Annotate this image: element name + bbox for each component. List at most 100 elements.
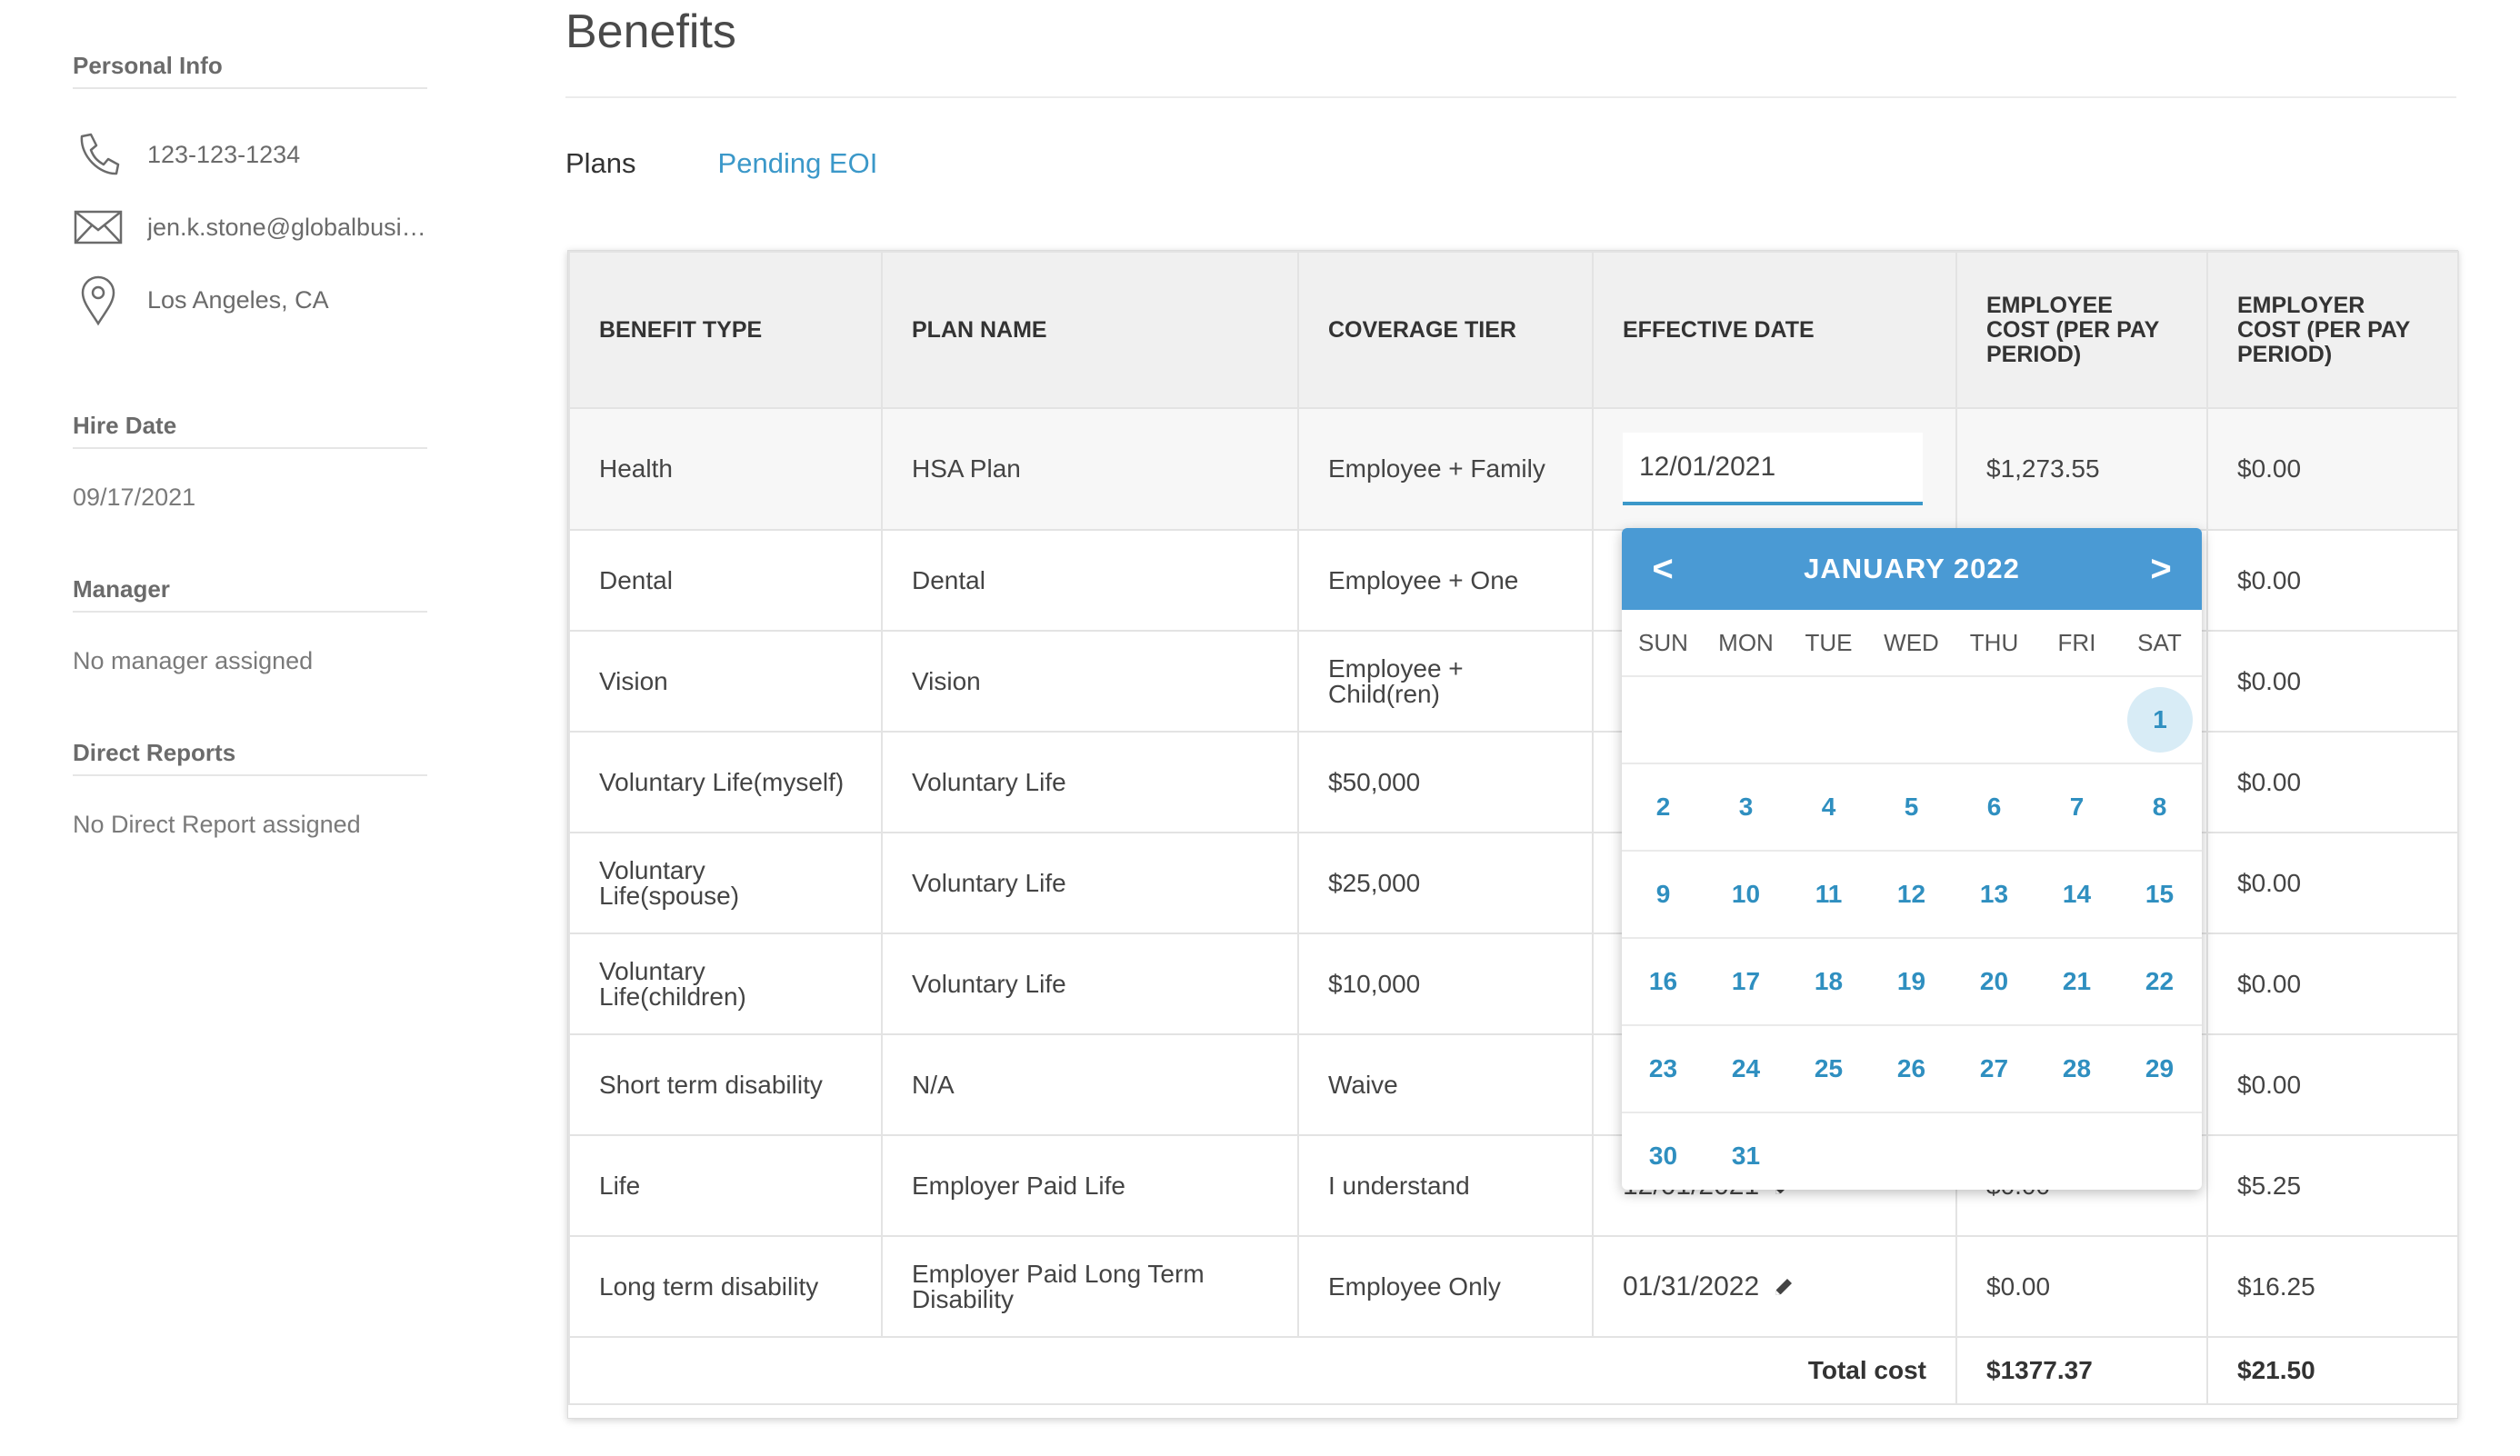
calendar-day[interactable]: 14 (2062, 880, 2092, 908)
calendar-day[interactable]: 21 (2062, 967, 2092, 995)
calendar-day[interactable]: 22 (2145, 967, 2175, 995)
calendar-day[interactable]: 3 (1738, 793, 1754, 821)
effective-date-cell: 01/31/2022 (1592, 1235, 1957, 1338)
benefit-type-cell: Dental (568, 529, 883, 632)
benefit-type-cell: Voluntary Life(spouse) (568, 832, 883, 934)
weekday-label: FRI (2057, 628, 2096, 656)
direct-reports-value: No Direct Report assigned (73, 811, 361, 838)
calendar-day[interactable]: 19 (1896, 967, 1926, 995)
total-employer-cost: $21.50 (2206, 1336, 2459, 1405)
hire-date-heading: Hire Date (73, 404, 427, 449)
tab-plans[interactable]: Plans (565, 147, 636, 179)
employee-cost-cell: $1,273.55 (1955, 407, 2208, 531)
benefit-type-cell: Voluntary Life(children) (568, 932, 883, 1035)
calendar-day[interactable]: 31 (1731, 1142, 1761, 1170)
calendar-day[interactable]: 25 (1814, 1054, 1844, 1082)
calendar-day[interactable]: 4 (1821, 793, 1836, 821)
weekday-label: WED (1884, 628, 1939, 656)
calendar-day[interactable]: 17 (1731, 967, 1761, 995)
calendar-day[interactable]: 23 (1648, 1054, 1678, 1082)
table-row: Voluntary Life(children) Voluntary Life … (568, 932, 2459, 1035)
mail-icon (73, 202, 124, 253)
employer-cost-cell: $0.00 (2206, 407, 2459, 531)
calendar-day[interactable]: 2 (1655, 793, 1671, 821)
weekday-label: MON (1718, 628, 1774, 656)
column-header: EFFECTIVE DATE (1592, 251, 1957, 409)
calendar-day[interactable]: 20 (1979, 967, 2009, 995)
employer-cost-cell: $0.00 (2206, 1033, 2459, 1136)
previous-month-button[interactable]: < (1652, 548, 1674, 589)
plan-name-cell: Dental (881, 529, 1299, 632)
employer-cost-cell: $0.00 (2206, 529, 2459, 632)
calendar-day[interactable]: 15 (2145, 880, 2175, 908)
calendar-day[interactable]: 24 (1731, 1054, 1761, 1082)
phone-number: 123-123-1234 (147, 140, 301, 168)
calendar-day[interactable]: 6 (1986, 793, 2002, 821)
coverage-tier-cell: Waive (1297, 1033, 1594, 1136)
hire-date-value: 09/17/2021 (73, 484, 196, 511)
plan-name-cell: Voluntary Life (881, 731, 1299, 833)
plan-name-cell: Employer Paid Life (881, 1134, 1299, 1237)
calendar-week: 1 (1622, 677, 2202, 764)
calendar-day[interactable]: 27 (1979, 1054, 2009, 1082)
column-header: EMPLOYEE COST (PER PAY PERIOD) (1955, 251, 2208, 409)
direct-reports-heading: Direct Reports (73, 731, 427, 776)
benefit-type-cell: Life (568, 1134, 883, 1237)
calendar-day[interactable]: 10 (1731, 880, 1761, 908)
next-month-button[interactable]: > (2150, 548, 2172, 589)
column-header: COVERAGE TIER (1297, 251, 1594, 409)
title-divider (565, 96, 2456, 98)
benefit-type-cell: Long term disability (568, 1235, 883, 1338)
coverage-tier-cell: $50,000 (1297, 731, 1594, 833)
calendar-day[interactable]: 9 (1655, 880, 1671, 908)
plan-name-cell: Voluntary Life (881, 832, 1299, 934)
calendar-day[interactable]: 29 (2145, 1054, 2175, 1082)
plan-name-cell: N/A (881, 1033, 1299, 1136)
calendar-day[interactable]: 8 (2152, 793, 2167, 821)
effective-date-value: 01/31/2022 (1623, 1271, 1760, 1301)
plan-name-cell: HSA Plan (881, 407, 1299, 531)
weekday-label: SUN (1638, 628, 1688, 656)
page-title: Benefits (565, 5, 736, 58)
calendar-week: 30 31 (1622, 1113, 2202, 1199)
effective-date-cell (1592, 407, 1957, 531)
coverage-tier-cell: Employee Only (1297, 1235, 1594, 1338)
column-header: EMPLOYER COST (PER PAY PERIOD) (2206, 251, 2459, 409)
calendar-day[interactable]: 5 (1904, 793, 1919, 821)
edit-pencil-icon[interactable] (1772, 1275, 1795, 1299)
employer-cost-cell: $0.00 (2206, 832, 2459, 934)
benefit-type-cell: Short term disability (568, 1033, 883, 1136)
manager-heading: Manager (73, 567, 427, 613)
date-picker-header: < JANUARY 2022 > (1622, 528, 2202, 610)
total-row: Total cost $1377.37 $21.50 (568, 1336, 2459, 1405)
phone-row: 123-123-1234 (73, 127, 436, 182)
coverage-tier-cell: Employee + Child(ren) (1297, 630, 1594, 733)
effective-date-input[interactable] (1623, 433, 1923, 505)
email-row: jen.k.stone@globalbusin... (73, 200, 436, 254)
column-header: PLAN NAME (881, 251, 1299, 409)
total-cost-label: Total cost (568, 1336, 1957, 1405)
calendar-day[interactable]: 12 (1896, 880, 1926, 908)
selected-day[interactable]: 1 (2127, 687, 2193, 753)
table-row: Long term disability Employer Paid Long … (568, 1235, 2459, 1338)
tab-pending-eoi[interactable]: Pending EOI (717, 147, 878, 179)
personal-info-heading: Personal Info (73, 44, 427, 89)
benefit-type-cell: Vision (568, 630, 883, 733)
email-address: jen.k.stone@globalbusin... (147, 213, 429, 241)
employer-cost-cell: $0.00 (2206, 932, 2459, 1035)
calendar-day[interactable]: 7 (2069, 793, 2085, 821)
coverage-tier-cell: $10,000 (1297, 932, 1594, 1035)
plan-name-cell: Vision (881, 630, 1299, 733)
calendar-day[interactable]: 26 (1896, 1054, 1926, 1082)
benefit-tabs: Plans Pending EOI (565, 136, 959, 191)
weekday-header: SUN MON TUE WED THU FRI SAT (1622, 610, 2202, 677)
calendar-day[interactable]: 16 (1648, 967, 1678, 995)
calendar-day[interactable]: 11 (1815, 880, 1843, 908)
calendar-day[interactable]: 13 (1979, 880, 2009, 908)
employer-cost-cell: $16.25 (2206, 1235, 2459, 1338)
table-row: Health HSA Plan Employee + Family $1,273… (568, 407, 2459, 531)
calendar-day[interactable]: 30 (1648, 1142, 1678, 1170)
calendar-day[interactable]: 28 (2062, 1054, 2092, 1082)
employer-cost-cell: $0.00 (2206, 731, 2459, 833)
calendar-day[interactable]: 18 (1814, 967, 1844, 995)
